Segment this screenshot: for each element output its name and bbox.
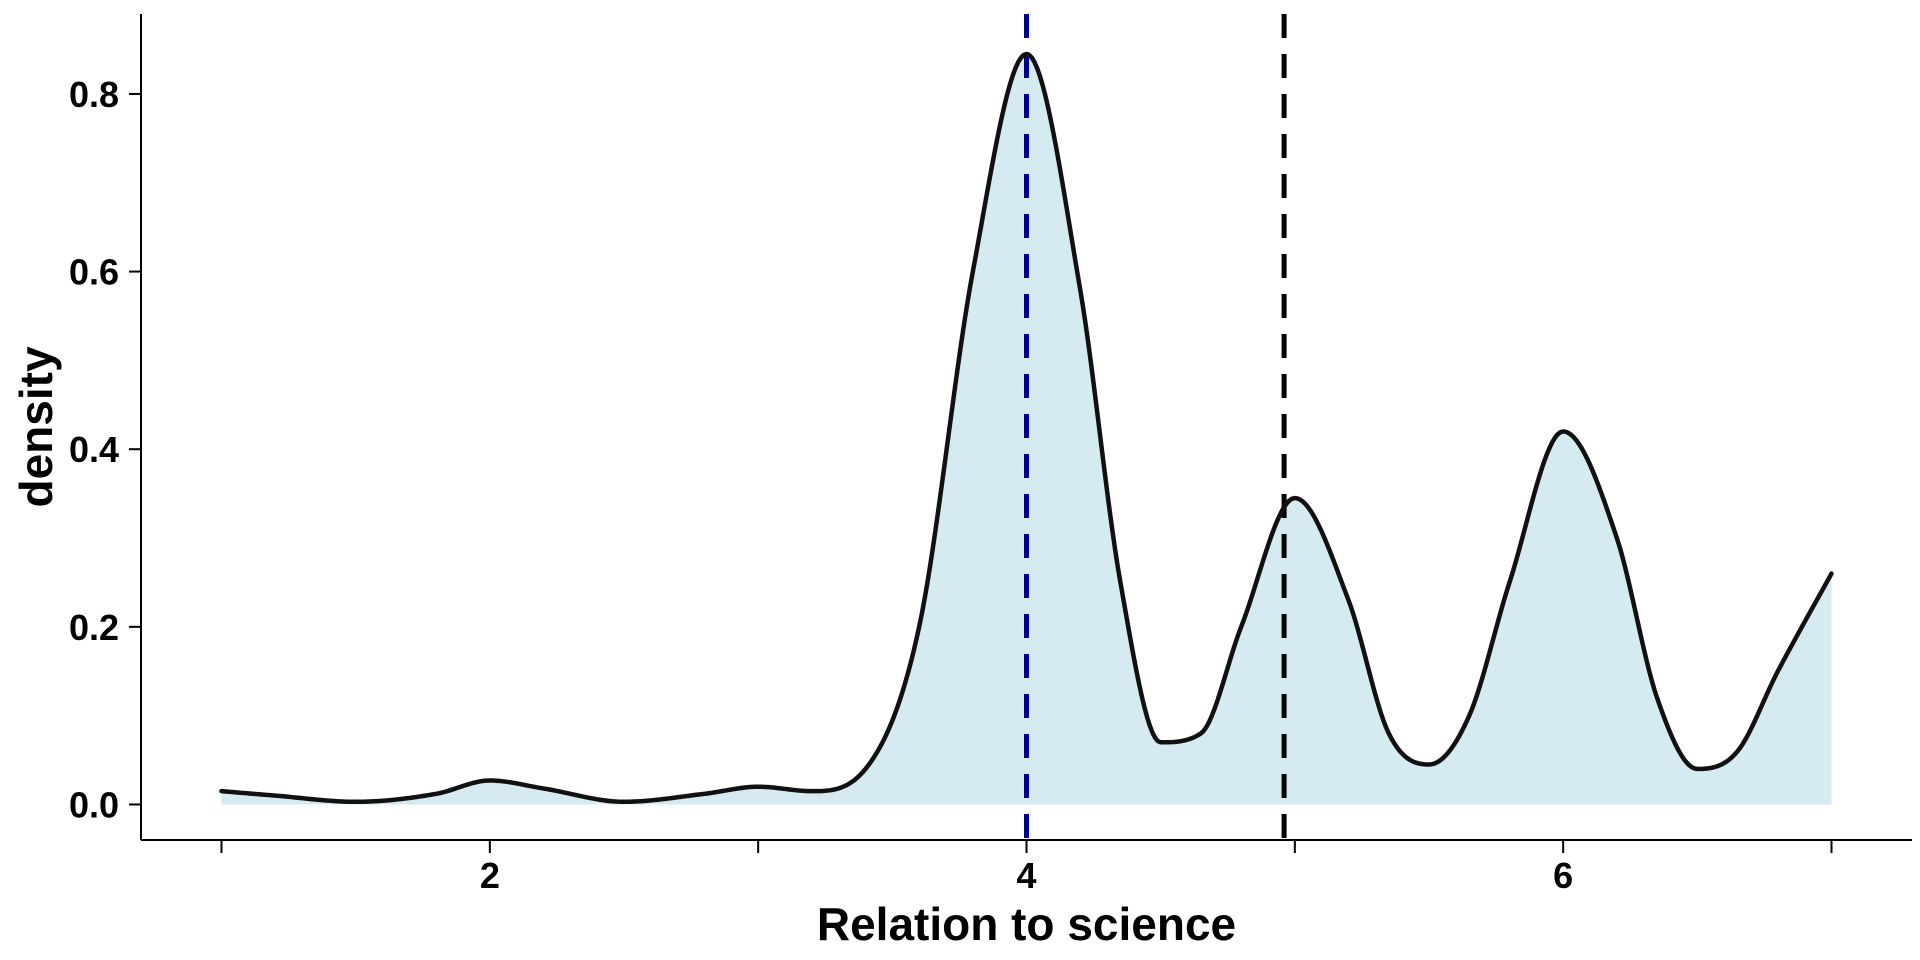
density-curve-line	[219, 51, 1834, 805]
x-tick-label: 2	[480, 855, 500, 896]
ticks-layer: 2 4 6 0.0 0.2 0.4 0.6 0.8	[69, 74, 1833, 896]
reference-lines-layer	[1024, 14, 1287, 840]
x-axis-title: Relation to science	[817, 898, 1236, 950]
x-tick-label: 6	[1553, 855, 1573, 896]
y-tick-label: 0.6	[69, 252, 119, 293]
x-tick-label: 4	[1016, 855, 1036, 896]
y-tick-label: 0.2	[69, 607, 119, 648]
curve-layer	[219, 51, 1834, 805]
y-tick-label: 0.8	[69, 74, 119, 115]
y-tick-label: 0.4	[69, 429, 119, 470]
y-tick-label: 0.0	[69, 784, 119, 825]
titles-layer: Relation to science density	[10, 346, 1236, 950]
y-axis-title: density	[10, 346, 62, 507]
